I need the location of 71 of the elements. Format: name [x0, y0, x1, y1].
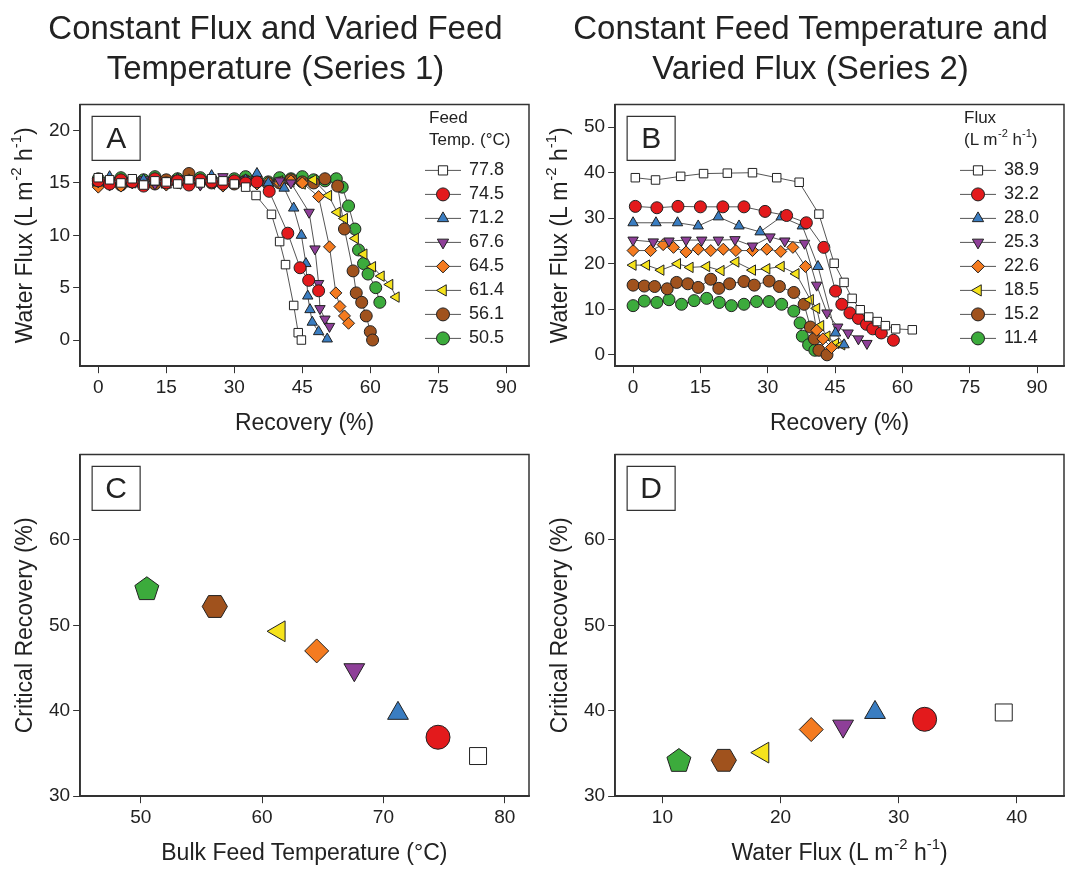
- y-tick-label: 10: [583, 297, 606, 319]
- x-tick-label: 90: [495, 375, 517, 397]
- y-tick-label: 40: [583, 160, 606, 182]
- y-tick-label: 40: [583, 698, 606, 720]
- legend-label: 77.8: [469, 159, 505, 180]
- x-tick-label: 30: [223, 375, 245, 397]
- legend-label: 22.6: [1004, 255, 1040, 276]
- legend-label: 74.5: [469, 183, 505, 204]
- legend-label: 18.5: [1004, 279, 1040, 300]
- legend-label: 64.5: [469, 255, 505, 276]
- x-tick-label: 15: [155, 375, 177, 397]
- y-tick-label: 5: [59, 275, 71, 297]
- x-axis-title: Recovery (%): [234, 409, 375, 436]
- y-tick-label: 30: [48, 784, 71, 806]
- y-tick-label: 60: [48, 528, 71, 550]
- y-tick-label: 30: [583, 206, 606, 228]
- x-tick-label: 0: [92, 375, 104, 397]
- x-tick-label: 50: [130, 805, 152, 827]
- legend-label: 38.9: [1004, 159, 1040, 180]
- x-tick-label: 30: [757, 375, 779, 397]
- annotation: C: [105, 470, 127, 504]
- x-tick-label: 15: [689, 375, 711, 397]
- x-tick-label: 10: [651, 805, 673, 827]
- legend-label: 25.3: [1004, 231, 1040, 252]
- y-axis-title: Critical Recovery (%): [11, 517, 38, 734]
- legend-label: 50.5: [469, 327, 505, 348]
- y-tick-label: 20: [583, 251, 606, 273]
- legend-label: 11.4: [1004, 327, 1038, 348]
- x-tick-label: 75: [427, 375, 449, 397]
- x-tick-label: 90: [1026, 375, 1048, 397]
- y-axis-title: Water Flux (L m-2 h-1): [7, 127, 38, 344]
- x-tick-label: 30: [888, 805, 910, 827]
- y-tick-label: 20: [48, 118, 71, 140]
- x-tick-label: 45: [291, 375, 313, 397]
- y-tick-label: 50: [583, 613, 606, 635]
- x-axis-title: Bulk Feed Temperature (°C): [161, 839, 448, 866]
- y-axis-title: Water Flux (L m-2 h-1): [542, 127, 573, 344]
- chart-title: Constant Feed Temperature and Varied Flux (Series 2): [572, 8, 1049, 88]
- x-axis-title: Recovery (%): [769, 409, 910, 436]
- y-tick-label: 40: [48, 698, 71, 720]
- annotation: D: [640, 470, 662, 504]
- annotation: A: [106, 120, 127, 154]
- x-tick-label: 20: [769, 805, 792, 827]
- y-tick-label: 30: [583, 784, 606, 806]
- x-tick-label: 0: [627, 375, 639, 397]
- x-tick-label: 45: [824, 375, 846, 397]
- legend-label: 32.2: [1004, 183, 1040, 204]
- annotation: B: [641, 120, 662, 154]
- legend-label: 71.2: [469, 207, 505, 228]
- legend-label: 67.6: [469, 231, 505, 252]
- y-tick-label: 10: [48, 223, 71, 245]
- x-tick-label: 80: [494, 805, 516, 827]
- x-tick-label: 60: [359, 375, 381, 397]
- legend-label: 28.0: [1004, 207, 1040, 228]
- legend-label: 56.1: [469, 303, 505, 324]
- x-tick-label: 40: [1006, 805, 1028, 827]
- y-axis-title: Critical Recovery (%): [546, 517, 573, 734]
- y-tick-label: 0: [594, 343, 606, 365]
- x-tick-label: 60: [251, 805, 273, 827]
- y-tick-label: 15: [48, 171, 71, 193]
- x-tick-label: 70: [372, 805, 394, 827]
- y-tick-label: 60: [583, 528, 606, 550]
- legend-title: Feed Temp. (°C): [429, 108, 511, 150]
- y-tick-label: 0: [59, 328, 71, 350]
- legend-label: 15.2: [1004, 303, 1040, 324]
- y-tick-label: 50: [48, 613, 71, 635]
- legend-label: 61.4: [469, 279, 505, 300]
- chart-title: Constant Flux and Varied Feed Temperature (Series 1): [47, 8, 504, 88]
- y-tick-label: 50: [583, 115, 606, 137]
- x-tick-label: 75: [959, 375, 981, 397]
- x-tick-label: 60: [891, 375, 913, 397]
